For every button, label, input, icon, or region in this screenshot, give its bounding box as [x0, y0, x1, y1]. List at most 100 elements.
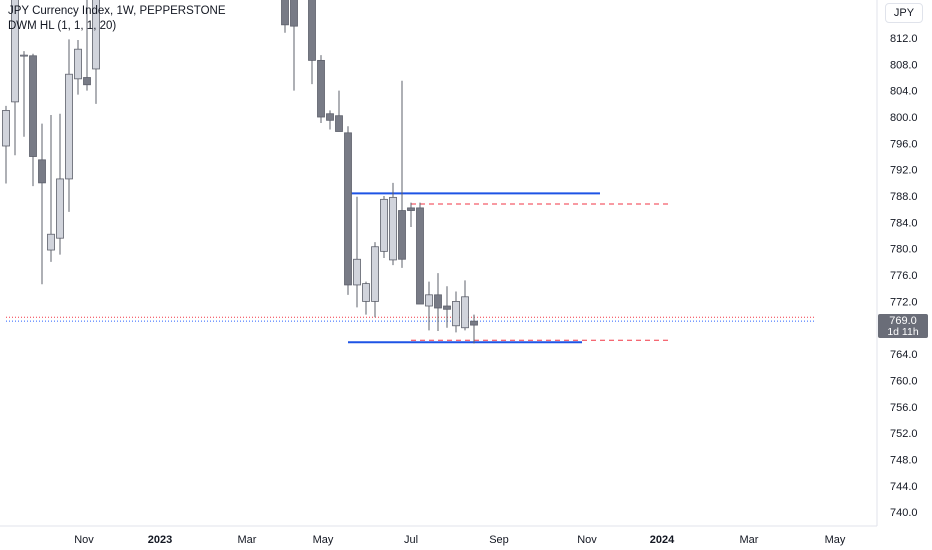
- candle-body-up: [74, 48, 82, 80]
- candles-layer: [2, 0, 478, 344]
- time-tick-label: Sep: [489, 534, 509, 546]
- price-axis[interactable]: 812.0 808.0 804.0 800.0 796.0 792.0 788.0 784.0…: [890, 33, 918, 519]
- candle[interactable]: [362, 281, 370, 315]
- candle-body-up: [92, 0, 100, 70]
- candle[interactable]: [2, 105, 10, 184]
- candle-body-up: [389, 196, 397, 261]
- candle-body-up: [353, 258, 361, 286]
- bar-countdown: 1d 11h: [887, 326, 919, 338]
- time-tick-label: Mar: [238, 534, 257, 546]
- legend-symbol-title[interactable]: JPY Currency Index, 1W, PEPPERSTONE: [8, 5, 226, 17]
- legend-indicator[interactable]: DWM HL (1, 1, 1, 20): [8, 20, 117, 32]
- price-tick-label: 740.0: [890, 507, 918, 519]
- candle[interactable]: [11, 0, 19, 156]
- candle[interactable]: [425, 281, 433, 331]
- time-tick-label: Nov: [577, 534, 597, 546]
- candle[interactable]: [281, 0, 289, 33]
- candle[interactable]: [461, 280, 469, 331]
- candle[interactable]: [56, 113, 64, 255]
- price-tick-label: 744.0: [890, 481, 918, 493]
- candle[interactable]: [47, 115, 55, 262]
- price-tick-label: 792.0: [890, 165, 918, 177]
- price-tick-label: 804.0: [890, 86, 918, 98]
- candle[interactable]: [416, 202, 424, 305]
- time-tick-label: May: [313, 534, 334, 546]
- chart-legend: JPY Currency Index, 1W, PEPPERSTONE DWM …: [8, 4, 226, 34]
- candle[interactable]: [29, 53, 37, 187]
- candle-body-up: [56, 178, 64, 239]
- time-tick-label: Jul: [404, 534, 418, 546]
- levels-layer: [6, 192, 816, 344]
- candle-body-up: [461, 296, 469, 329]
- time-tick-label: Mar: [740, 534, 759, 546]
- candle[interactable]: [38, 123, 46, 285]
- candle-body-up: [380, 198, 388, 252]
- candle[interactable]: [344, 126, 352, 295]
- candle[interactable]: [398, 80, 406, 268]
- candle-body-down: [407, 207, 415, 211]
- candle-body-down: [443, 305, 451, 310]
- candle-body-up: [362, 283, 370, 302]
- candle[interactable]: [308, 0, 316, 85]
- candle-body-down: [308, 0, 316, 61]
- candle-body-up: [65, 73, 73, 180]
- candle[interactable]: [434, 273, 442, 332]
- candle[interactable]: [92, 0, 100, 104]
- candle[interactable]: [452, 291, 460, 333]
- price-tick-label: 788.0: [890, 191, 918, 203]
- candle[interactable]: [317, 55, 325, 123]
- price-tick-label: 756.0: [890, 402, 918, 414]
- time-tick-label: 2024: [650, 534, 675, 546]
- time-axis[interactable]: Nov 2023 Mar May Jul Sep Nov 2024 Mar May: [74, 534, 846, 546]
- price-tick-label: 808.0: [890, 59, 918, 71]
- candle-body-down: [434, 294, 442, 309]
- price-tick-label: 780.0: [890, 244, 918, 256]
- time-tick-label: May: [825, 534, 846, 546]
- candle-body-up: [47, 233, 55, 251]
- candle-body-down: [29, 55, 37, 157]
- candle-body-down: [470, 320, 478, 326]
- candle-body-down: [83, 77, 91, 86]
- last-price-tag: 769.0 1d 11h: [878, 314, 928, 338]
- candle-body-down: [317, 59, 325, 118]
- candle-body-down: [326, 113, 334, 121]
- price-tick-label: 764.0: [890, 349, 918, 361]
- candle[interactable]: [74, 39, 82, 95]
- candle-body-down: [281, 0, 289, 26]
- candle[interactable]: [335, 90, 343, 132]
- candle[interactable]: [371, 242, 379, 318]
- candle[interactable]: [290, 0, 298, 91]
- candle[interactable]: [389, 182, 397, 266]
- candle-body-up: [2, 110, 10, 147]
- currency-unit-button[interactable]: JPY: [885, 3, 923, 23]
- candle[interactable]: [443, 286, 451, 328]
- time-tick-label: 2023: [148, 534, 172, 546]
- candle[interactable]: [326, 110, 334, 130]
- price-tick-label: 796.0: [890, 138, 918, 150]
- candle-body-down: [344, 132, 352, 286]
- candle-body-up: [11, 0, 19, 103]
- price-tick-label: 800.0: [890, 112, 918, 124]
- candle[interactable]: [353, 196, 361, 308]
- candle-body-up: [452, 300, 460, 327]
- candle-body-down: [416, 207, 424, 305]
- price-tick-label: 752.0: [890, 428, 918, 440]
- price-tick-label: 784.0: [890, 217, 918, 229]
- candle[interactable]: [83, 0, 91, 91]
- price-tick-label: 812.0: [890, 33, 918, 45]
- candle-body-down: [290, 0, 298, 27]
- candle-body-down: [335, 115, 343, 132]
- candle-body-up: [371, 246, 379, 302]
- candle[interactable]: [20, 51, 28, 137]
- candle-body-up: [20, 54, 28, 57]
- candle[interactable]: [407, 202, 415, 227]
- candle[interactable]: [380, 196, 388, 258]
- candle[interactable]: [470, 314, 478, 344]
- candle-body-up: [425, 294, 433, 307]
- price-tick-label: 776.0: [890, 270, 918, 282]
- candle[interactable]: [65, 39, 73, 212]
- price-tick-label: 760.0: [890, 375, 918, 387]
- price-tick-label: 748.0: [890, 454, 918, 466]
- price-tick-label: 772.0: [890, 296, 918, 308]
